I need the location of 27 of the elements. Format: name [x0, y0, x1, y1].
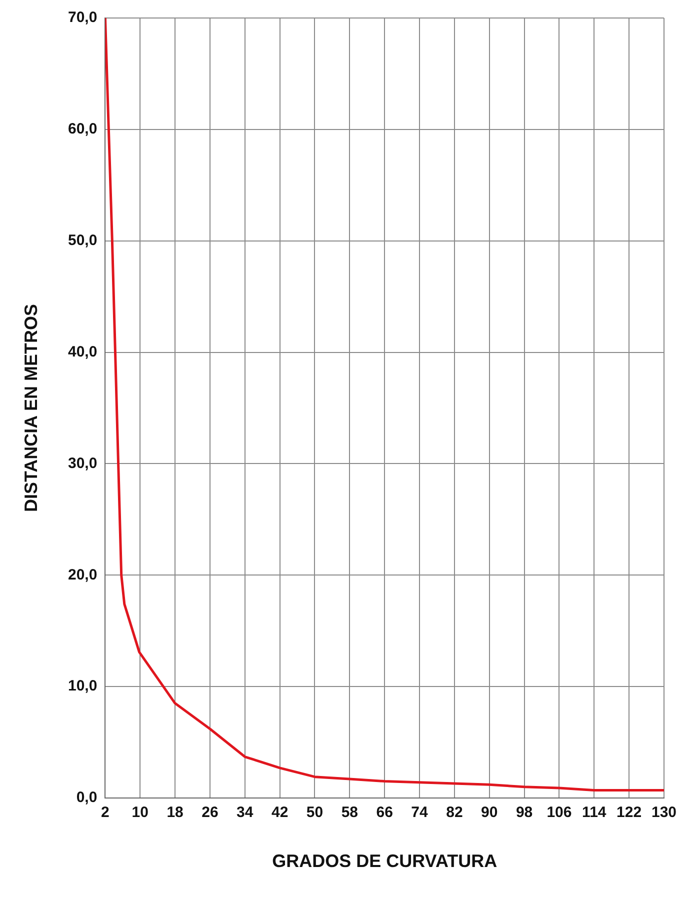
x-tick-label: 82 [446, 804, 463, 822]
y-tick-label: 50,0 [68, 232, 98, 249]
y-tick-label: 70,0 [68, 9, 98, 26]
x-tick-label: 130 [651, 804, 677, 822]
x-tick-label: 42 [271, 804, 288, 822]
x-axis-title: GRADOS DE CURVATURA [272, 850, 498, 871]
x-tick-label: 10 [132, 804, 148, 822]
x-tick-label: 50 [306, 804, 324, 822]
x-tick-label: 122 [616, 804, 642, 822]
x-tick-label: 66 [376, 804, 393, 822]
y-tick-label: 20,0 [68, 566, 98, 584]
x-tick-label: 114 [582, 804, 607, 822]
y-tick-label: 0,0 [76, 789, 98, 806]
x-tick-label: 18 [166, 804, 184, 822]
y-tick-label: 40,0 [68, 343, 98, 360]
x-tick-label: 58 [341, 804, 358, 822]
y-tick-label: 60,0 [68, 120, 98, 138]
x-tick-label: 74 [411, 804, 429, 822]
x-tick-label: 90 [481, 804, 498, 822]
x-tick-label: 106 [546, 804, 572, 822]
x-tick-label: 2 [101, 804, 110, 822]
x-tick-label: 26 [202, 804, 218, 822]
y-tick-label: 10,0 [68, 678, 98, 695]
y-axis-title: DISTANCIA EN METROS [20, 304, 41, 512]
x-tick-label: 98 [516, 804, 533, 822]
x-tick-label: 34 [236, 804, 254, 822]
y-tick-label: 30,0 [68, 454, 98, 472]
